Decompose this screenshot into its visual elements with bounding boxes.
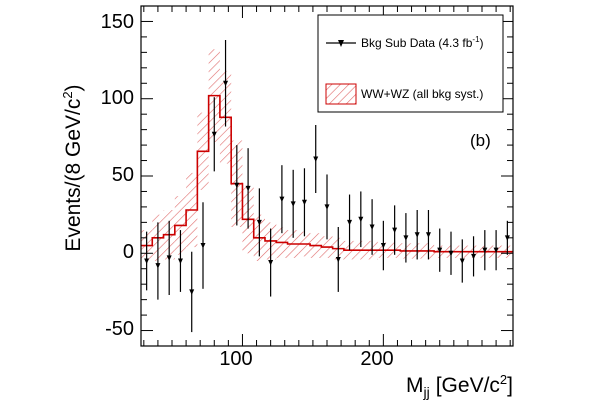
data-point: [256, 219, 262, 226]
data-point: [223, 80, 229, 87]
data-point: [290, 201, 296, 207]
data-point: [358, 216, 364, 223]
y-axis-title: Events/(8 GeV/c2): [60, 84, 85, 251]
data-point: [234, 182, 240, 189]
legend-band-swatch: [325, 83, 357, 105]
data-point: [392, 227, 398, 234]
data-point: [279, 196, 285, 203]
y-tick-label: 100: [101, 87, 134, 109]
legend-data-label-close: ): [480, 36, 484, 50]
panel-label: (b): [470, 131, 491, 150]
data-point: [313, 156, 319, 162]
x-axis-title: Mjj [GeV/c2]: [406, 372, 513, 400]
x-tick-label: 200: [360, 348, 393, 370]
data-point: [414, 232, 420, 238]
data-point: [245, 185, 251, 192]
data-point: [268, 260, 274, 266]
data-point: [166, 255, 172, 261]
data-point: [425, 232, 431, 238]
x-tick-label: 100: [219, 348, 252, 370]
data-point: [211, 131, 217, 138]
x-tick-labels: 100 200: [219, 348, 393, 370]
x-axis-title-unit-close: ]: [507, 374, 513, 397]
data-point: [471, 253, 477, 260]
data-point: [155, 263, 161, 269]
data-point: [380, 243, 386, 249]
data-point: [177, 258, 183, 264]
ww-wz-histogram-line: [141, 94, 513, 253]
legend-data-label-sup: -1: [472, 35, 480, 44]
data-point: [448, 250, 454, 257]
y-axis-title-close: ): [62, 84, 85, 91]
data-points-layer: [144, 40, 510, 333]
y-tick-label: 150: [101, 11, 134, 33]
axis-ticks: [141, 5, 513, 347]
y-tick-label: 0: [123, 241, 134, 263]
data-point: [301, 199, 307, 206]
x-axis-title-unit: [GeV/c: [436, 374, 500, 397]
data-point: [189, 289, 195, 295]
data-point: [493, 247, 499, 254]
data-point: [369, 224, 375, 230]
y-tick-label: 50: [112, 164, 134, 186]
legend-data-marker: [338, 40, 344, 47]
y-axis-title-sup: 2: [60, 91, 75, 98]
data-point: [459, 258, 465, 264]
legend-data-label: Bkg Sub Data (4.3 fb-1): [361, 35, 484, 50]
x-axis-title-main: M: [406, 374, 424, 397]
data-point: [200, 243, 206, 249]
data-point: [403, 235, 409, 241]
legend-data-label-main: Bkg Sub Data (4.3 fb: [361, 36, 473, 50]
data-point: [482, 247, 488, 254]
data-point: [437, 247, 443, 254]
data-point: [347, 219, 353, 226]
data-point: [335, 256, 341, 263]
x-axis-title-unit-sup: 2: [500, 372, 507, 387]
legend: Bkg Sub Data (4.3 fb-1) WW+WZ (all bkg s…: [317, 14, 504, 113]
data-point: [324, 204, 330, 210]
legend-band-label: WW+WZ (all bkg syst.): [361, 87, 483, 101]
ww-wz-histogram-layer: [141, 94, 513, 253]
y-tick-label: -50: [105, 318, 134, 340]
x-axis-title-sub: jj: [422, 384, 429, 400]
data-point: [144, 258, 150, 264]
y-axis-title-main: Events/(8 GeV/c: [62, 99, 85, 252]
y-tick-labels: -50 0 50 100 150: [101, 11, 134, 340]
